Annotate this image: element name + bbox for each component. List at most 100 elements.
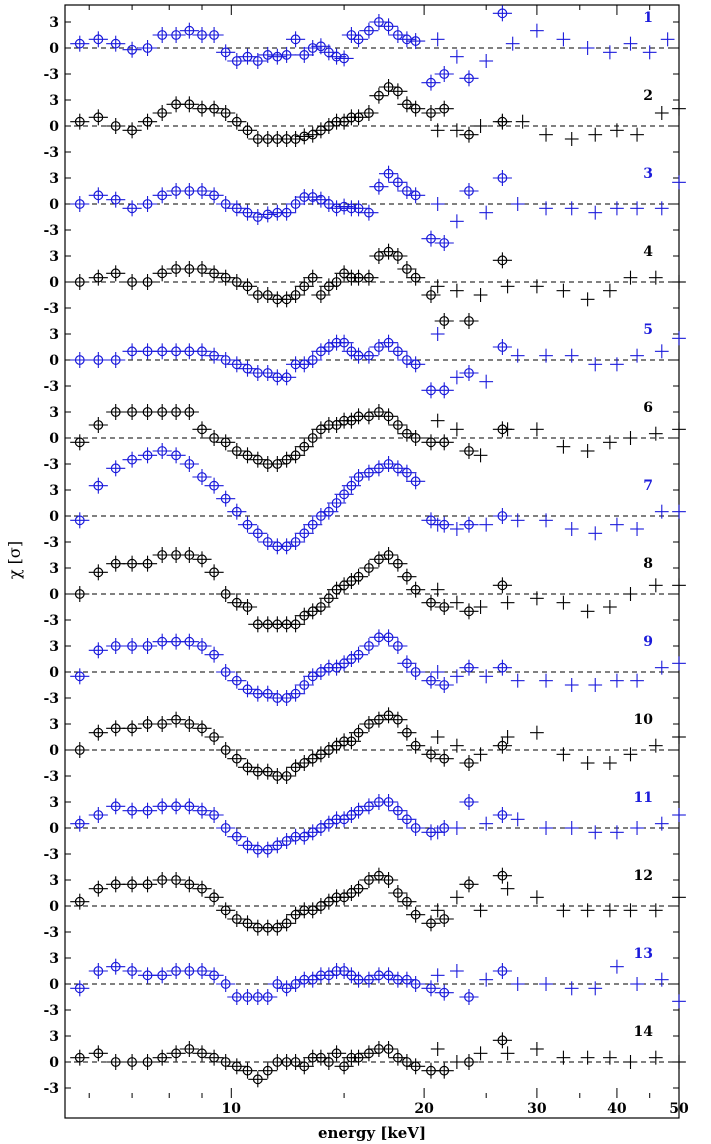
circle-marker (157, 346, 168, 357)
data-point (227, 113, 247, 130)
data-point (267, 976, 287, 992)
circle-marker (402, 727, 412, 738)
data-point (204, 100, 224, 117)
panel-number-label: 2 (643, 88, 653, 104)
circle-marker (110, 558, 121, 569)
cross-point (610, 959, 624, 974)
data-point (294, 1058, 314, 1075)
circle-marker (353, 805, 364, 816)
data-point (388, 802, 408, 819)
circle-marker (93, 420, 104, 430)
circle-marker (374, 17, 384, 27)
data-point (348, 802, 369, 819)
circle-marker (299, 528, 310, 539)
data-point (192, 183, 212, 199)
circle-marker (346, 736, 357, 747)
circle-marker (374, 870, 384, 881)
data-point (459, 659, 479, 676)
data-point (421, 230, 441, 247)
data-point (359, 716, 379, 732)
data-point (106, 352, 126, 368)
data-point (70, 274, 90, 290)
circle-marker (464, 446, 474, 456)
cross-point (654, 504, 669, 519)
data-point (369, 867, 389, 884)
panel-number-label: 9 (643, 634, 653, 650)
data-point (492, 339, 512, 355)
circle-marker (439, 385, 450, 396)
data-point (88, 352, 108, 368)
data-point (216, 902, 236, 919)
data-point (378, 408, 399, 425)
data-point (406, 100, 426, 117)
circle-marker (307, 272, 318, 283)
circle-marker (497, 342, 508, 352)
circle-marker (281, 771, 292, 781)
residual-panel-13: 3 0 -3 13 (43, 946, 686, 1019)
residual-panel-2: 3 0 -3 2 (43, 79, 686, 161)
data-point (88, 724, 108, 741)
data-point (106, 555, 126, 572)
data-point (359, 464, 379, 481)
circle-marker (209, 480, 219, 491)
circle-marker (93, 727, 104, 738)
circle-marker (323, 506, 334, 517)
circle-marker (410, 476, 421, 487)
panel-number-label: 12 (634, 868, 653, 884)
data-point (204, 27, 224, 43)
cross-point (450, 422, 464, 437)
data-point (237, 278, 258, 295)
circle-marker (171, 1048, 181, 1059)
circle-marker (464, 519, 474, 530)
data-point (216, 44, 236, 61)
data-point (286, 447, 306, 464)
y-tick-label: 3 (49, 405, 59, 421)
cross-point (510, 812, 525, 827)
cross-point (556, 439, 571, 454)
data-point (327, 1045, 347, 1062)
data-point (152, 443, 172, 459)
circle-marker (93, 355, 104, 365)
y-tick-label: 0 (49, 665, 59, 681)
cross-point (564, 201, 579, 216)
y-tick-label: 0 (49, 743, 59, 759)
data-point (258, 206, 278, 223)
circle-marker (220, 589, 231, 599)
data-point (88, 31, 108, 48)
cross-point (588, 981, 603, 996)
data-point (204, 477, 224, 494)
cross-point (495, 114, 510, 129)
data-point (406, 473, 426, 490)
circle-marker (220, 437, 231, 448)
circle-marker (110, 268, 121, 279)
cross-point (648, 903, 663, 918)
data-point (303, 430, 323, 446)
cross-point (610, 123, 624, 138)
data-point (237, 122, 258, 139)
circle-marker (242, 602, 253, 612)
data-point (348, 200, 369, 217)
circle-marker (290, 537, 301, 547)
data-point (227, 828, 247, 845)
circle-marker (439, 1065, 450, 1076)
data-point (406, 906, 426, 923)
circle-marker (364, 563, 374, 573)
data-point (227, 274, 247, 290)
x-tick-label: 20 (414, 1101, 434, 1117)
data-point (106, 404, 126, 420)
y-tick-label: -3 (43, 769, 59, 785)
circle-marker (142, 43, 153, 53)
data-point (359, 638, 379, 654)
data-point (122, 451, 142, 468)
circle-marker (127, 1057, 137, 1067)
y-tick-label: 3 (49, 951, 59, 967)
data-point (434, 382, 454, 399)
data-point (286, 534, 306, 550)
data-point (216, 664, 236, 680)
data-point (237, 447, 258, 464)
data-point (70, 352, 90, 368)
data-point (88, 963, 108, 979)
circle-marker (392, 177, 403, 188)
circle-marker (426, 77, 436, 88)
data-point (303, 516, 323, 533)
